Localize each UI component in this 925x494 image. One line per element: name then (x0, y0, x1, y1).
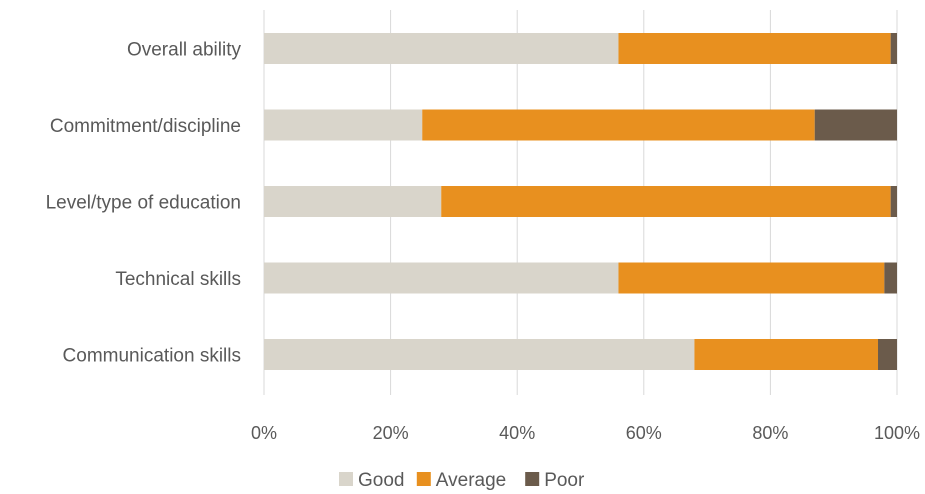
legend-label: Poor (544, 470, 585, 491)
legend-swatch (339, 472, 353, 486)
bar-segment (264, 109, 423, 141)
bar-segment (884, 262, 897, 294)
x-tick-label: 40% (499, 423, 535, 443)
x-tick-label: 0% (251, 423, 277, 443)
category-label: Commitment/discipline (50, 116, 241, 137)
category-label: Level/type of education (46, 193, 241, 214)
bar-segment (694, 339, 879, 370)
bar-segment (814, 109, 897, 141)
bar-segment (878, 339, 897, 370)
x-tick-label: 80% (752, 423, 788, 443)
category-label: Overall ability (127, 40, 242, 61)
bar-segment (264, 33, 619, 64)
bar-segment (264, 339, 695, 370)
category-label: Communication skills (63, 346, 241, 367)
bar-segment (618, 33, 891, 64)
bar-segment (264, 262, 619, 294)
legend-label: Good (358, 470, 404, 491)
bars (264, 33, 897, 370)
legend-swatch (525, 472, 540, 486)
category-labels: Overall ability Commitment/discipline Leve… (46, 40, 242, 367)
legend-label: Average (436, 470, 506, 491)
bar-segment (890, 33, 897, 64)
x-axis-tick-labels: 0% 20% 40% 60% 80% 100% (251, 423, 920, 443)
legend: Good Average Poor (339, 470, 585, 491)
bar-segment (422, 109, 815, 141)
x-tick-label: 20% (373, 423, 409, 443)
bar-segment (441, 186, 891, 217)
bar-segment (264, 186, 442, 217)
bar-segment (618, 262, 885, 294)
category-label: Technical skills (115, 269, 241, 290)
x-tick-label: 100% (874, 423, 920, 443)
x-tick-label: 60% (626, 423, 662, 443)
bar-segment (890, 186, 897, 217)
legend-swatch (416, 472, 431, 486)
